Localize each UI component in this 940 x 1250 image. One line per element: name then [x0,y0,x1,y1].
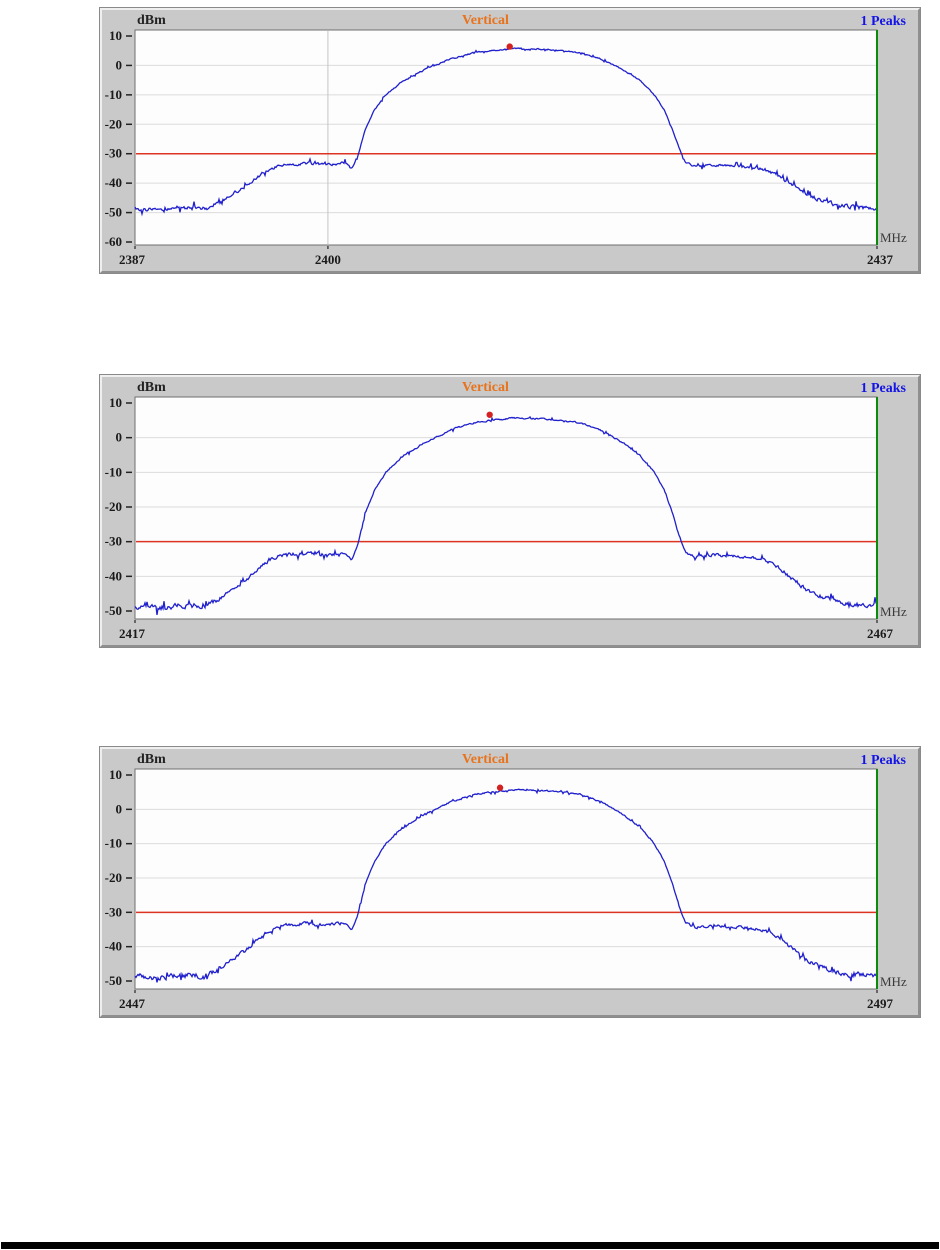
chart-unit-label: dBm [137,13,166,28]
y-axis-tick-label: 0 [116,430,123,445]
y-axis-tick-label: 0 [116,801,123,816]
spectrum-chart-panel-2: 10 0 -10 -20 -30 -40 -50 2417 2467 dBm Vertical 1 P… [99,374,921,648]
plot-area [134,396,878,620]
y-axis-tick-label: -40 [105,175,122,190]
spectrum-chart-panel-1: 10 0 -10 -20 -30 -40 -50 -60 2387 2400 2437 dBm Vert… [99,7,921,274]
y-axis-tick-label: -20 [105,116,122,131]
x-axis-unit-label: MHz [880,230,907,245]
spectrum-chart-2: 10 0 -10 -20 -30 -40 -50 2417 2467 dBm Vertical 1 P… [105,380,907,641]
spectrum-chart-panel-3: 10 0 -10 -20 -30 -40 -50 2447 2497 dBm Vertical 1 P… [99,746,921,1018]
y-axis-tick-label: -50 [105,205,122,220]
peaks-count-label: 1 Peaks [861,753,907,768]
y-axis-tick-label: -30 [105,904,122,919]
y-axis-tick-label: -50 [105,603,122,618]
y-axis-tick-label: 10 [109,28,122,43]
chart-title: Vertical [462,752,509,767]
page-footer-rule [1,1242,939,1249]
spectrum-trace [134,415,878,616]
y-axis-tick-label: 0 [116,57,123,72]
y-axis-tick-label: -40 [105,568,122,583]
chart-unit-label: dBm [137,752,166,767]
y-axis-tick-label: -20 [105,499,122,514]
y-axis-tick-label: -30 [105,534,122,549]
peak-marker-dot [506,43,513,50]
peaks-count-label: 1 Peaks [861,381,907,396]
y-axis-tick-label: -40 [105,939,122,954]
y-axis-tick-label: -50 [105,973,122,988]
x-axis-unit-label: MHz [880,974,907,989]
chart-title: Vertical [462,13,509,28]
x-axis-tick-label: 2437 [867,252,894,267]
peak-marker-dot [496,784,504,791]
spectrum-chart-1: 10 0 -10 -20 -30 -40 -50 -60 2387 2400 2437 dBm Vert… [105,13,907,267]
x-axis-tick-label: 2417 [119,626,146,641]
x-axis-tick-label: 2387 [119,252,146,267]
peaks-count-label: 1 Peaks [861,14,907,29]
y-axis-tick-label: -60 [105,234,122,249]
y-axis-tick-label: -20 [105,870,122,885]
plot-area [134,768,878,990]
y-axis-tick-label: 10 [109,395,122,410]
x-axis-tick-label: 2467 [867,626,894,641]
y-axis-tick-label: 10 [109,767,122,782]
y-axis-tick-label: -10 [105,464,122,479]
x-axis-tick-label: 2497 [867,996,894,1011]
x-axis-unit-label: MHz [880,604,907,619]
x-axis-tick-label: 2447 [119,996,146,1011]
x-axis-tick-label: 2400 [315,252,341,267]
peak-marker-dot [486,411,493,418]
chart-title: Vertical [462,380,509,395]
chart-unit-label: dBm [137,380,166,395]
spectrum-chart-3: 10 0 -10 -20 -30 -40 -50 2447 2497 dBm Vertical 1 P… [105,752,907,1011]
spectrum-trace [134,788,878,983]
y-axis-tick-label: -30 [105,146,122,161]
y-axis-tick-label: -10 [105,87,122,102]
spectrum-trace [134,47,878,217]
y-axis-tick-label: -10 [105,836,122,851]
